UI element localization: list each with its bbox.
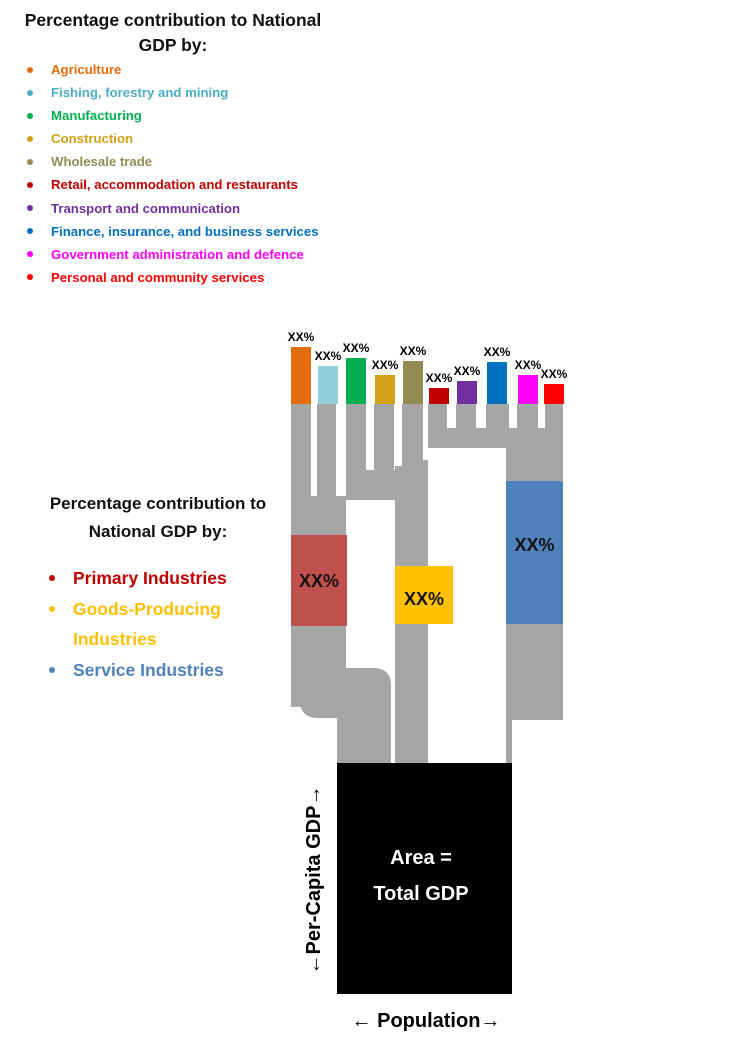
bullet-icon: [49, 575, 55, 581]
branch-gap: [538, 404, 545, 428]
sector-value-label: XX%: [372, 358, 399, 372]
sector-legend-label: Fishing, forestry and mining: [51, 85, 229, 101]
connector-band: [337, 690, 391, 770]
sector-bar: [487, 362, 507, 404]
bullet-icon: [27, 251, 33, 258]
group-legend-item: Primary Industries: [42, 563, 263, 594]
group-box: [291, 535, 347, 626]
connector-band: [374, 404, 394, 470]
branch-gap: [476, 404, 486, 428]
sector-bar: [544, 384, 564, 404]
sector-bar: [375, 375, 395, 404]
sector-legend-item: Wholesale trade: [24, 150, 319, 173]
sector-bar: [403, 361, 423, 404]
bullet-icon: [27, 135, 33, 142]
group-box: [395, 566, 453, 624]
group-value-label: XX%: [514, 535, 554, 555]
total-gdp-group: Area = Total GDP: [337, 763, 512, 994]
sector-value-label: XX%: [454, 364, 481, 378]
group-legend: Primary Industries Goods-Producing Indust…: [42, 563, 263, 685]
sector-value-label: XX%: [315, 349, 342, 363]
sector-legend-item: Government administration and defence: [24, 243, 319, 266]
sector-value-label: XX%: [426, 371, 453, 385]
sector-value-label: XX%: [484, 345, 511, 359]
sector-legend: Agriculture Fishing, forestry and mining M…: [24, 58, 319, 289]
sector-legend-item: Retail, accommodation and restaurants: [24, 173, 319, 196]
total-line2: Total GDP: [373, 883, 468, 905]
bullet-icon: [27, 205, 33, 212]
bullet-icon: [49, 605, 55, 612]
axis-labels: ←Per-Capita GDP→ ← Population→: [303, 786, 500, 1032]
branch-gap: [336, 404, 346, 496]
population-axis-label: ← Population→: [352, 1010, 501, 1032]
sector-legend-item: Manufacturing: [24, 104, 319, 127]
sector-legend-label: Retail, accommodation and restaurants: [51, 177, 298, 193]
sector-legend-label: Agriculture: [51, 62, 122, 77]
sector-legend-title: Percentage contribution to National GDP …: [24, 10, 322, 55]
group-legend-label: Service Industries: [73, 659, 224, 680]
sector-legend-label: Finance, insurance, and business service…: [51, 223, 319, 239]
sector-bars: XX%XX%XX%XX%XX%XX% XX%XX%XX%XX%: [288, 330, 568, 404]
group-legend-title: Percentage contribution to National GDP …: [49, 494, 267, 541]
group-legend-item: Goods-Producing Industries: [42, 594, 263, 655]
bullet-icon: [49, 666, 55, 673]
sector-legend-label: Government administration and defence: [51, 246, 304, 262]
sector-bar: [346, 358, 366, 404]
sector-legend-label: Wholesale trade: [51, 154, 153, 170]
group-boxes: XX% XX% XX%: [291, 481, 563, 626]
sector-value-label: XX%: [400, 344, 427, 358]
sector-legend-label: Transport and communication: [51, 200, 241, 216]
sector-value-label: XX%: [541, 367, 568, 381]
sector-bar: [291, 347, 311, 404]
group-box: [506, 481, 563, 624]
sector-legend-label: Construction: [51, 131, 134, 147]
connector-band: [402, 404, 423, 470]
total-gdp-box: [337, 763, 512, 994]
group-value-label: XX%: [404, 589, 444, 609]
branch-gap: [447, 404, 456, 428]
bullet-icon: [27, 181, 33, 188]
bullet-icon: [27, 228, 33, 235]
bullet-icon: [27, 66, 33, 73]
sector-legend-item: Personal and community services: [24, 266, 319, 289]
connector-band: [428, 404, 563, 448]
group-legend-label: Goods-Producing Industries: [73, 598, 221, 650]
sector-legend-item: Transport and communication: [24, 197, 319, 220]
per-capita-gdp-axis-label: ←Per-Capita GDP→: [303, 786, 325, 975]
sector-legend-item: Construction: [24, 127, 319, 150]
connector-band: [346, 404, 395, 500]
sector-value-label: XX%: [343, 341, 370, 355]
sector-value-label: XX%: [515, 358, 542, 372]
branch-gap: [395, 404, 402, 466]
bullet-icon: [27, 112, 33, 119]
sector-value-label: XX%: [288, 330, 315, 344]
bullet-icon: [27, 89, 33, 96]
sector-bar: [429, 388, 449, 404]
sector-bar: [318, 366, 338, 404]
branch-gap: [367, 404, 374, 466]
sector-legend-item: Fishing, forestry and mining: [24, 81, 319, 104]
group-legend-item: Service Industries: [42, 655, 263, 686]
branch-gap: [311, 404, 317, 496]
total-line1: Area =: [390, 847, 452, 869]
sector-legend-item: Finance, insurance, and business service…: [24, 220, 319, 243]
branch-gap: [346, 500, 395, 668]
group-legend-label: Primary Industries: [73, 568, 227, 588]
sector-bar: [457, 381, 477, 404]
sector-legend-label: Personal and community services: [51, 269, 265, 285]
sector-bar: [518, 375, 538, 404]
branch-gap: [509, 404, 517, 428]
sector-legend-label: Manufacturing: [51, 108, 142, 124]
bullet-icon: [27, 274, 33, 281]
group-value-label: XX%: [299, 571, 339, 591]
sector-legend-item: Agriculture: [24, 58, 319, 81]
bullet-icon: [27, 158, 33, 165]
